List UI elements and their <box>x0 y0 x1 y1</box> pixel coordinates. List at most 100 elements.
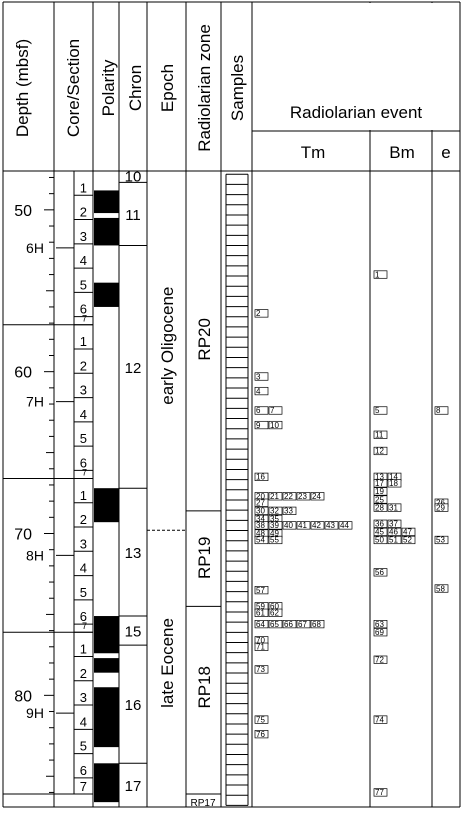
event-box <box>434 535 449 545</box>
event-box <box>254 642 269 651</box>
section-label: 5 <box>80 277 87 292</box>
event-label: 36 <box>375 520 384 529</box>
event-label: 62 <box>270 609 279 618</box>
zone-label: RP18 <box>195 666 214 709</box>
depth-tick-label: 60 <box>14 365 32 382</box>
event-box <box>401 527 416 536</box>
event-label: 56 <box>375 568 384 577</box>
depth-axis: 50 60 70 80 <box>14 176 54 793</box>
event-box <box>434 584 449 593</box>
event-box <box>268 492 283 501</box>
section-label: 1 <box>80 641 87 656</box>
event-box <box>254 620 269 629</box>
event-label: 76 <box>256 730 265 739</box>
event-label: 23 <box>298 492 307 501</box>
header-samples: Samples <box>228 55 247 121</box>
event-box <box>373 270 388 279</box>
zone-label: RP17 <box>190 798 215 809</box>
event-label: 73 <box>256 665 265 674</box>
section-label: 7 <box>82 621 87 631</box>
event-box <box>282 620 297 629</box>
event-box <box>268 406 283 415</box>
section-label: 4 <box>80 407 87 422</box>
event-label: 26 <box>436 498 445 507</box>
section-label: 6 <box>80 455 87 470</box>
event-label: 75 <box>256 715 265 724</box>
event-box <box>296 620 311 629</box>
section-label: 7 <box>80 779 87 794</box>
event-label: 24 <box>312 492 321 501</box>
header-mask <box>253 3 459 130</box>
event-box <box>373 655 388 664</box>
event-box <box>254 730 269 739</box>
section-label: 3 <box>80 229 87 244</box>
event-label: 65 <box>270 620 279 629</box>
samples-column <box>225 173 249 806</box>
section-label: 4 <box>80 714 87 729</box>
event-box <box>268 608 283 617</box>
event-label: 8 <box>436 406 441 415</box>
chron-label: 13 <box>125 545 142 562</box>
section-label: 7 <box>82 467 87 477</box>
polarity-normal-block <box>94 658 119 673</box>
event-box <box>310 521 325 530</box>
event-box <box>254 586 269 595</box>
event-box <box>254 406 269 415</box>
event-label: 5 <box>375 406 380 415</box>
event-box <box>254 472 269 481</box>
event-box <box>282 492 297 501</box>
polarity-normal-block <box>94 282 119 307</box>
depth-tick-label: 80 <box>14 688 32 705</box>
epoch-label: late Eocene <box>158 618 177 708</box>
event-label: 10 <box>270 421 279 430</box>
section-label: 3 <box>80 383 87 398</box>
event-label: 31 <box>389 503 398 512</box>
polarity-normal-block <box>94 190 119 214</box>
header-core-section: Core/Section <box>64 39 83 137</box>
event-label: 44 <box>340 521 349 530</box>
event-box <box>373 535 388 545</box>
event-label: 3 <box>256 372 261 381</box>
event-label: 57 <box>256 586 265 595</box>
event-box <box>254 535 269 545</box>
event-label: 70 <box>256 636 265 645</box>
event-box <box>434 406 449 415</box>
event-box <box>373 527 388 536</box>
event-label: 32 <box>270 507 279 516</box>
section-label: 2 <box>80 666 87 681</box>
event-label: 17 <box>375 479 384 488</box>
polarity-column <box>94 190 119 803</box>
event-label: 18 <box>389 479 398 488</box>
section-label: 6 <box>80 302 87 317</box>
event-label: 66 <box>284 620 293 629</box>
section-label: 2 <box>80 205 87 220</box>
chron-label: 12 <box>125 360 142 377</box>
chron-label: 16 <box>125 697 142 714</box>
event-label: 64 <box>256 620 265 629</box>
event-label: 1 <box>375 270 380 279</box>
event-box <box>310 492 325 501</box>
event-label: 29 <box>436 503 445 512</box>
event-box <box>254 372 269 381</box>
event-label: 19 <box>375 487 384 496</box>
event-box <box>254 309 269 318</box>
event-label: 13 <box>375 473 384 482</box>
event-label: 39 <box>270 521 279 530</box>
event-label: 16 <box>256 473 265 482</box>
event-box <box>254 665 269 674</box>
event-label: 42 <box>312 521 321 530</box>
epoch-column: early Oligocene late Eocene <box>147 287 186 708</box>
header-depth: Depth (mbsf) <box>13 39 32 137</box>
event-label: 60 <box>270 602 279 611</box>
zone-label: RP20 <box>195 318 214 361</box>
section-label: 5 <box>80 431 87 446</box>
event-box <box>387 503 402 512</box>
event-label: 43 <box>326 521 335 530</box>
event-box <box>254 506 269 515</box>
event-label: 69 <box>375 628 384 637</box>
core-label: 7H <box>26 394 44 410</box>
polarity-normal-block <box>94 763 119 803</box>
event-box <box>373 715 388 724</box>
